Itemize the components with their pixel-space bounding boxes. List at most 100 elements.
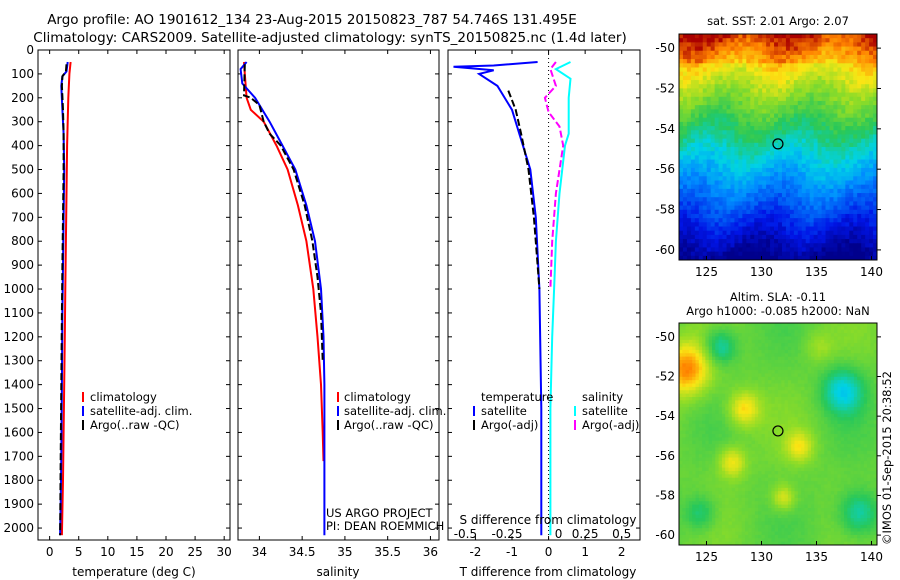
heatmap-cell (718, 134, 723, 140)
heatmap-cell (710, 100, 716, 106)
heatmap-cell (766, 226, 771, 232)
heatmap-cell (801, 373, 805, 378)
heatmap-cell (679, 329, 683, 334)
heatmap-cell (837, 373, 842, 378)
heatmap-cell (797, 251, 803, 257)
heatmap-cell (746, 96, 751, 102)
heatmap-cell (690, 50, 696, 56)
heatmap-cell (853, 390, 858, 395)
heatmap-cell (805, 130, 811, 135)
heatmap-cell (809, 121, 815, 127)
heatmap-cell (708, 383, 713, 388)
heatmap-cell (873, 423, 878, 428)
heatmap-cell (785, 155, 791, 160)
heatmap-cell (797, 38, 803, 43)
heatmap-cell (807, 417, 812, 421)
heatmap-cell (778, 343, 782, 347)
heatmap-cell (804, 349, 809, 354)
heatmap-cell (789, 100, 795, 106)
heatmap-cell (789, 105, 795, 110)
depth-tick-label: 1000 (3, 282, 34, 296)
heatmap-cell (847, 417, 851, 421)
heatmap-cell (774, 356, 779, 361)
heatmap-cell (837, 360, 842, 364)
heatmap-cell (682, 134, 688, 140)
heatmap-cell (741, 434, 746, 438)
temperature-x-ticks: 0 5 10 15 20 25 30 (46, 50, 232, 559)
heatmap-cell (814, 326, 818, 331)
heatmap-cell (694, 243, 700, 248)
heatmap-cell (695, 413, 700, 418)
heatmap-cell (698, 134, 704, 140)
heatmap-cell (688, 423, 693, 428)
heatmap-cell (702, 205, 708, 211)
heatmap-cell (728, 333, 733, 337)
heatmap-cell (714, 34, 719, 39)
heatmap-cell (778, 34, 783, 39)
heatmap-cell (873, 356, 878, 361)
map-x-tick-label: 140 (860, 265, 883, 279)
heatmap-cell (686, 172, 692, 177)
heatmap-cell (865, 126, 870, 131)
heatmap-cell (785, 63, 791, 68)
heatmap-cell (682, 121, 688, 127)
heatmap-cell (845, 92, 850, 98)
heatmap-cell (861, 251, 866, 257)
heatmap-cell (841, 234, 846, 240)
heatmap-cell (712, 356, 716, 361)
heatmap-cell (840, 393, 845, 398)
heatmap-cell (809, 34, 815, 39)
heatmap-cell (789, 54, 795, 60)
heatmap-cell (698, 323, 703, 327)
heatmap-cell (840, 343, 845, 347)
heatmap-cell (797, 105, 803, 110)
heatmap-cell (748, 353, 752, 358)
heatmap-cell (695, 353, 700, 358)
heatmap-cell (873, 353, 878, 358)
heatmap-cell (685, 373, 690, 378)
heatmap-cell (698, 151, 704, 156)
heatmap-cell (758, 126, 763, 131)
heatmap-cell (682, 138, 688, 144)
heatmap-cell (722, 84, 727, 89)
heatmap-cell (774, 59, 779, 64)
heatmap-cell (725, 370, 729, 374)
heatmap-cell (829, 46, 834, 52)
heatmap-cell (793, 222, 799, 227)
heatmap-cell (730, 226, 735, 232)
heatmap-cell (853, 410, 858, 415)
heatmap-cell (857, 226, 862, 232)
heatmap-cell (705, 343, 710, 347)
heatmap-cell (712, 376, 716, 381)
heatmap-cell (791, 376, 795, 381)
heatmap-cell (774, 138, 779, 144)
heatmap-cell (766, 54, 771, 60)
heatmap-cell (804, 326, 809, 331)
heatmap-cell (873, 130, 878, 135)
heatmap-cell (725, 383, 729, 388)
heatmap-cell (682, 413, 686, 418)
heatmap-cell (694, 230, 700, 236)
heatmap-cell (774, 42, 779, 47)
heatmap-cell (797, 366, 802, 371)
heatmap-cell (702, 397, 706, 401)
heatmap-cell (853, 234, 858, 240)
heatmap-cell (718, 247, 723, 253)
heatmap-cell (833, 50, 838, 56)
heatmap-cell (748, 373, 752, 378)
heatmap-cell (778, 155, 783, 160)
heatmap-cell (682, 59, 688, 64)
heatmap-cell (841, 75, 846, 81)
heatmap-cell (824, 336, 828, 341)
heatmap-cell (791, 423, 795, 428)
heatmap-cell (778, 349, 782, 354)
heatmap-cell (690, 80, 696, 85)
heatmap-cell (771, 336, 776, 341)
heatmap-cell (714, 193, 719, 198)
heatmap-cell (811, 383, 815, 388)
heatmap-cell (774, 117, 779, 123)
heatmap-cell (853, 329, 858, 334)
heatmap-cell (861, 188, 866, 194)
heatmap-cell (873, 373, 878, 378)
heatmap-cell (785, 243, 791, 248)
